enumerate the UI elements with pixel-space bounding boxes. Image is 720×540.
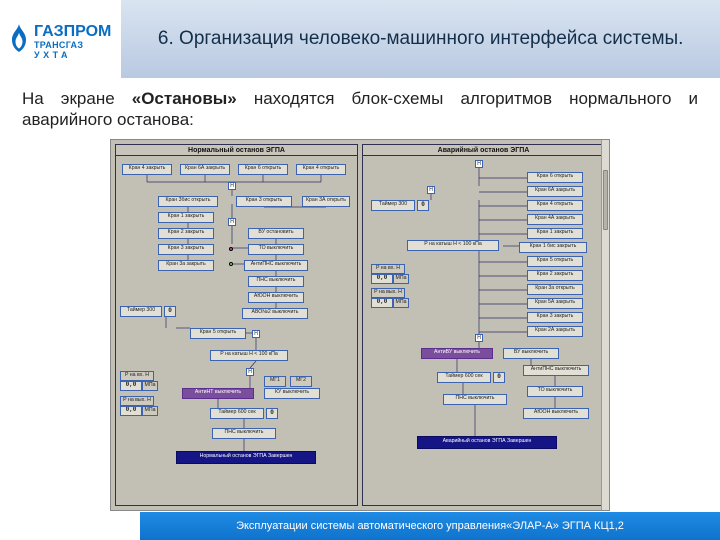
flow-node: 0,0 — [371, 274, 393, 284]
flow-node: АнтиПНС выключить — [523, 365, 589, 376]
flow-node: Кран 3а закрыть — [158, 260, 214, 271]
body-text: На экране «Остановы» находятся блок-схем… — [0, 78, 720, 137]
flow-node: Нормальный останов ЭГПА Завершен — [176, 451, 316, 464]
flow-node: Таймер 300 — [371, 200, 415, 211]
panel-normal-title: Нормальный останов ЭГПА — [116, 145, 357, 156]
flow-node: Кран 5 открыть — [190, 328, 246, 339]
flow-node: АнтиНТ выключить — [182, 388, 254, 399]
flow-node: P на вх. Н — [120, 371, 154, 381]
flame-icon — [8, 24, 30, 52]
flow-node: 0 — [417, 200, 429, 211]
scrollbar[interactable] — [601, 140, 609, 510]
flow-node: 0,0 — [371, 298, 393, 308]
flow-node: 0,0 — [120, 381, 142, 391]
logo: ГАЗПРОМ ТРАНСГАЗ УХТА — [0, 18, 121, 60]
flow-node: Кран 6А закрыть — [527, 186, 583, 197]
flow-node: Н — [228, 182, 236, 190]
slide-title: 6. Организация человеко-машинного интерф… — [158, 28, 684, 50]
title-band: 6. Организация человеко-машинного интерф… — [121, 0, 720, 78]
flow-node: МПа — [142, 406, 158, 416]
footer-right: Эксплуатации системы автоматического упр… — [140, 512, 720, 540]
footer-left — [0, 512, 140, 540]
flow-node: 0 — [164, 306, 176, 317]
flow-node: Н — [252, 330, 260, 338]
flow-node: Кран 3 закрыть — [527, 312, 583, 323]
flow-node — [229, 262, 233, 266]
panel-emergency-title: Аварийный останов ЭГПА — [363, 145, 604, 156]
diagram: Нормальный останов ЭГПА Кран 4 закрыть Кр… — [110, 139, 610, 511]
flow-node: Н — [475, 160, 483, 168]
flow-node: АнтиПНС выключить — [244, 260, 308, 271]
flow-node: Таймер 600 сек — [437, 372, 491, 383]
flow-node: Кран 2А закрыть — [527, 326, 583, 337]
flow-node: МГ2 — [290, 376, 312, 387]
flow-node: Кран 1 закрыть — [527, 228, 583, 239]
body-pre: На экране — [22, 89, 132, 108]
flow-node: Таймер 600 сек — [210, 408, 264, 419]
flow-node: ПНС выключить — [443, 394, 507, 405]
flow-node: Н — [246, 368, 254, 376]
flow-node: Кран 3 открыть — [236, 196, 292, 207]
flow-node: P на катыш Н < 100 кПа — [210, 350, 288, 361]
flow-node: Кран 3А открыть — [302, 196, 350, 207]
panel-normal: Нормальный останов ЭГПА Кран 4 закрыть Кр… — [115, 144, 358, 506]
flow-node: Кран 3 закрыть — [158, 244, 214, 255]
flow-node — [229, 247, 233, 251]
flow-node: АЮОН выключить — [523, 408, 589, 419]
flow-node: Аварийный останов ЭГПА Завершен — [417, 436, 557, 449]
flow-node: АВО№2 выключить — [242, 308, 308, 319]
flow-node: Кран 5 открыть — [527, 256, 583, 267]
flow-node: Кран 4А закрыть — [527, 214, 583, 225]
flow-node: 0 — [266, 408, 278, 419]
flow-node: Таймер 300 — [120, 306, 162, 317]
flow-node: МПа — [393, 298, 409, 308]
flow-node: ПНС выключить — [248, 276, 304, 287]
flow-node: Кран 2 закрыть — [527, 270, 583, 281]
flow-node: Кран 6 открыть — [527, 172, 583, 183]
flow-node: ТО выключить — [248, 244, 304, 255]
logo-sub2: УХТА — [34, 51, 111, 60]
footer-text: Эксплуатации системы автоматического упр… — [236, 520, 624, 532]
flow-node: Н — [427, 186, 435, 194]
flow-node: Кран 3а открыть — [527, 284, 583, 295]
flow-node: 0 — [493, 372, 505, 383]
flow-node: АнтиВУ выключить — [421, 348, 493, 359]
panel-emergency: Аварийный останов ЭГПА Н Кран 6 открыть Кр… — [362, 144, 605, 506]
flow-node: Кран 1 бис закрыть — [519, 242, 587, 253]
flow-node: КУ выключить — [264, 388, 320, 399]
scrollbar-thumb[interactable] — [603, 170, 608, 230]
logo-sub1: ТРАНСГАЗ — [34, 41, 111, 50]
logo-company: ГАЗПРОМ — [34, 24, 111, 40]
flow-node: Кран 6 открыть — [238, 164, 288, 175]
flow-node: Кран 2 закрыть — [158, 228, 214, 239]
flow-node: Кран 4 открыть — [527, 200, 583, 211]
flow-node: Н — [475, 334, 483, 342]
slide-header: ГАЗПРОМ ТРАНСГАЗ УХТА 6. Организация чел… — [0, 0, 720, 78]
flow-node: P на катыш Н < 100 кПа — [407, 240, 499, 251]
flow-node: АЮОН выключить — [248, 292, 304, 303]
flow-node: Кран 5А закрыть — [527, 298, 583, 309]
body-bold: «Остановы» — [132, 89, 237, 108]
flow-node: P на вх. Н — [371, 264, 405, 274]
flow-node: Н — [228, 218, 236, 226]
flow-node: P на вых. Н — [371, 288, 405, 298]
flow-node: ВУ выключить — [503, 348, 559, 359]
flow-node: 0,0 — [120, 406, 142, 416]
flow-node: ТО выключить — [527, 386, 583, 397]
flow-node: Кран 1 закрыть — [158, 212, 214, 223]
flow-node: Кран 4 закрыть — [122, 164, 172, 175]
flow-node: ПНС выключить — [212, 428, 276, 439]
flow-node: Кран 3бис открыть — [158, 196, 218, 207]
flow-node: МПа — [142, 381, 158, 391]
flow-node: МГ1 — [264, 376, 286, 387]
flow-node: Кран 4 открыть — [296, 164, 346, 175]
footer: Эксплуатации системы автоматического упр… — [0, 512, 720, 540]
flow-node: ВУ остановить — [248, 228, 304, 239]
flow-node: Кран 6А закрыть — [180, 164, 230, 175]
flow-node: МПа — [393, 274, 409, 284]
flow-node: P на вых. Н — [120, 396, 154, 406]
